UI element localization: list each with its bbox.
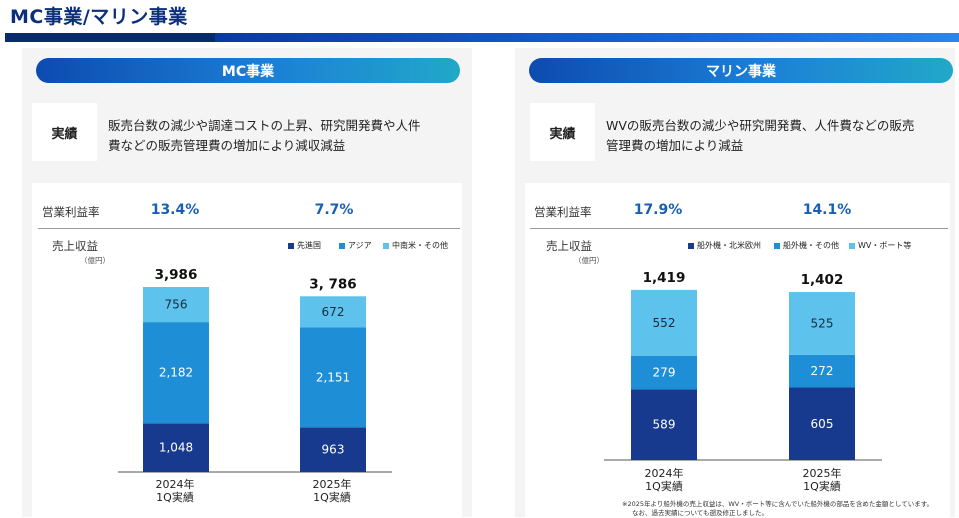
marine-margin-label: 営業利益率	[534, 205, 592, 219]
mc-legend-item-2: アジア	[339, 240, 372, 251]
mc-category-label-2024: 2024年 1Q実績	[155, 478, 195, 504]
mc-legend-item-3: 中南米・その他	[383, 240, 448, 251]
marine-legend-item-1: 船外機・北米欧州	[688, 240, 761, 251]
mc-separator	[38, 228, 460, 229]
mc-bar-1-中南米・その他	[300, 296, 366, 328]
marine-total-label: 1,402	[801, 272, 844, 288]
page-title: MC事業/マリン事業	[10, 6, 188, 28]
mc-bar-1-アジア	[300, 327, 366, 428]
mc-margin-2025: 7.7%	[314, 202, 354, 218]
marine-total-label: 1,419	[643, 270, 686, 286]
marine-header-pill: マリン事業	[529, 58, 953, 83]
mc-category-label-2025: 2025年 1Q実績	[312, 478, 352, 504]
mc-bar-label: 2,182	[159, 366, 193, 380]
marine-category-label-2025: 2025年 1Q実績	[802, 467, 842, 493]
mc-achievement-text: 販売台数の減少や調達コストの上昇、研究開発費や人件 費などの販売管理費の増加によ…	[108, 116, 421, 156]
title-underline	[5, 33, 959, 42]
mc-chart-panel	[32, 183, 462, 517]
mc-bar-0-アジア	[143, 322, 209, 424]
mc-header-pill: MC事業	[36, 58, 460, 83]
marine-bar-label: 525	[811, 316, 834, 330]
legend-label: 先進国	[297, 241, 321, 250]
mc-bar-label: 1,048	[159, 441, 193, 455]
mc-legend-item-1: 先進国	[288, 240, 321, 251]
mc-bar-1-先進国	[300, 427, 366, 472]
mc-bar-label: 963	[322, 443, 345, 457]
marine-legend-item-2: 船外機・その他	[774, 240, 839, 251]
legend-swatch	[688, 242, 694, 249]
marine-chart-panel	[525, 183, 950, 517]
footnote-line-1: ※2025年より船外機の売上収益は、WV・ボート等に含んでいた船外機の部品を含め…	[622, 500, 934, 508]
mc-achievement-line-1: 販売台数の減少や調達コストの上昇、研究開発費や人件	[108, 118, 421, 133]
mc-total-label: 3,986	[155, 267, 198, 283]
marine-legend-item-3: WV・ボート等	[849, 240, 911, 251]
marine-footnote: ※2025年より船外機の売上収益は、WV・ボート等に含んでいた船外機の部品を含め…	[622, 500, 933, 518]
marine-unit: （億円）	[574, 256, 604, 265]
mc-total-label: 3, 786	[309, 276, 356, 292]
marine-achievement-text: WVの販売台数の減少や研究開発費、人件費などの販売 管理費の増加により減益	[606, 116, 914, 156]
legend-swatch	[849, 242, 855, 249]
legend-label: 中南米・その他	[392, 241, 448, 250]
legend-label: WV・ボート等	[858, 241, 912, 250]
marine-bar-1-船外機・その他	[789, 354, 855, 388]
marine-separator	[530, 228, 948, 229]
mc-unit: （億円）	[80, 256, 110, 265]
mc-achievement-line-2: 費などの販売管理費の増加により減収減益	[108, 138, 346, 153]
legend-swatch	[383, 242, 389, 249]
marine-bar-1-船外機・北米欧州	[789, 387, 855, 460]
mc-bar-label: 2,151	[316, 370, 350, 384]
legend-label: アジア	[348, 241, 372, 250]
mc-margin-label: 営業利益率	[42, 205, 100, 219]
marine-bar-0-船外機・その他	[631, 356, 697, 390]
legend-label: 船外機・北米欧州	[697, 241, 761, 250]
mc-margin-2024: 13.4%	[150, 202, 200, 218]
marine-bar-label: 272	[811, 364, 834, 378]
marine-revenue-label: 売上収益	[546, 239, 592, 253]
footnote-line-2: なお、過去実績についても遡及修正しました。	[632, 509, 768, 517]
marine-achievement-line-1: WVの販売台数の減少や研究開発費、人件費などの販売	[606, 118, 915, 133]
legend-swatch	[339, 242, 345, 249]
legend-swatch	[288, 242, 294, 249]
legend-label: 船外機・その他	[783, 241, 839, 250]
marine-achievement-label: 実績	[530, 103, 595, 161]
legend-swatch	[774, 242, 780, 249]
marine-bar-label: 552	[653, 316, 676, 330]
marine-margin-2025: 14.1%	[802, 202, 852, 218]
marine-bar-label: 589	[653, 418, 676, 432]
mc-bar-0-中南米・その他	[143, 287, 209, 323]
mc-revenue-label: 売上収益	[52, 239, 98, 253]
mc-bar-label: 756	[165, 298, 188, 312]
mc-bar-0-先進国	[143, 423, 209, 472]
marine-achievement-line-2: 管理費の増加により減益	[606, 138, 744, 153]
marine-bar-0-船外機・北米欧州	[631, 389, 697, 460]
mc-bar-label: 672	[322, 305, 345, 319]
marine-bar-label: 605	[811, 417, 834, 431]
marine-margin-2024: 17.9%	[633, 202, 683, 218]
mc-achievement-label: 実績	[32, 103, 97, 161]
marine-bar-1-WV・ボート等	[789, 292, 855, 355]
marine-bar-0-WV・ボート等	[631, 289, 697, 357]
marine-bar-label: 279	[653, 366, 676, 380]
marine-category-label-2024: 2024年 1Q実績	[644, 467, 684, 493]
